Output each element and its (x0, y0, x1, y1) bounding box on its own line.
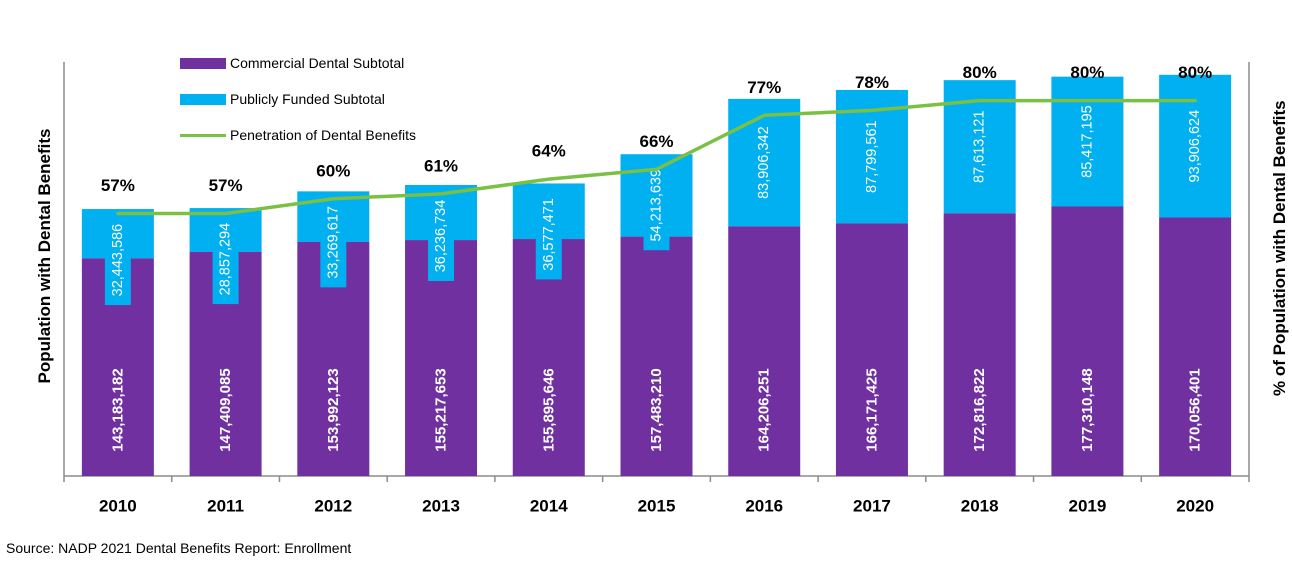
data-label-commercial-2011: 147,409,085 (217, 368, 234, 451)
legend-label-penetration: Penetration of Dental Benefits (230, 127, 417, 143)
x-tick-label-2010: 2010 (99, 497, 137, 516)
data-label-penetration-2012: 60% (316, 161, 350, 180)
data-label-penetration-2013: 61% (424, 156, 458, 175)
data-label-public-2010: 32,443,586 (110, 224, 126, 297)
bar-commercial-2015 (620, 236, 693, 476)
data-label-public-2012: 33,269,617 (325, 206, 341, 279)
legend: Commercial Dental Subtotal Publicly Fund… (180, 52, 416, 160)
legend-item-public: Publicly Funded Subtotal (180, 88, 416, 110)
legend-swatch-commercial (180, 57, 226, 69)
data-label-public-2015: 54,213,639 (649, 169, 665, 242)
data-label-public-2019: 85,417,195 (1079, 105, 1095, 178)
x-tick-label-2018: 2018 (961, 497, 999, 516)
data-label-penetration-2014: 64% (532, 142, 566, 161)
legend-item-penetration: Penetration of Dental Benefits (180, 124, 416, 146)
data-label-commercial-2012: 153,992,123 (325, 368, 342, 451)
source-note: Source: NADP 2021 Dental Benefits Report… (6, 540, 352, 556)
data-label-box-public-2014 (535, 189, 562, 280)
data-label-public-2014: 36,577,471 (541, 198, 557, 271)
legend-label-commercial: Commercial Dental Subtotal (230, 55, 405, 71)
bar-public-2016 (728, 98, 801, 227)
x-tick-label-2020: 2020 (1176, 497, 1214, 516)
bar-commercial-2018 (943, 213, 1016, 477)
data-label-penetration-2018: 80% (963, 63, 997, 82)
data-label-penetration-2020: 80% (1178, 63, 1212, 82)
data-label-penetration-2010: 57% (101, 176, 135, 195)
x-tick-label-2016: 2016 (745, 497, 783, 516)
bar-commercial-2017 (835, 223, 908, 476)
x-tick-label-2017: 2017 (853, 497, 891, 516)
x-tick-label-2011: 2011 (207, 497, 244, 516)
data-label-penetration-2019: 80% (1070, 63, 1104, 82)
data-label-penetration-2015: 66% (639, 132, 673, 151)
data-label-commercial-2020: 170,056,401 (1187, 368, 1204, 451)
data-label-commercial-2013: 155,217,653 (433, 368, 450, 451)
data-label-public-2016: 83,906,342 (756, 126, 772, 199)
x-tick-label-2014: 2014 (530, 497, 568, 516)
bar-public-2020 (1159, 74, 1232, 218)
data-label-commercial-2014: 155,895,646 (540, 368, 557, 451)
data-label-public-2017: 87,799,561 (864, 120, 880, 193)
bar-public-2019 (1051, 76, 1124, 207)
data-label-penetration-2016: 77% (747, 78, 781, 97)
y-axis-title-right: % of Population with Dental Benefits (1270, 100, 1289, 396)
data-label-public-2020: 93,906,624 (1187, 110, 1203, 183)
x-tick-label-2019: 2019 (1068, 497, 1106, 516)
data-label-box-public-2013 (428, 190, 455, 281)
data-label-commercial-2019: 177,310,148 (1079, 368, 1096, 451)
legend-line-penetration (180, 133, 226, 137)
x-tick-label-2013: 2013 (422, 497, 460, 516)
data-label-commercial-2017: 166,171,425 (863, 368, 880, 451)
data-label-commercial-2018: 172,816,822 (971, 368, 988, 451)
data-label-commercial-2015: 157,483,210 (648, 368, 665, 451)
data-label-commercial-2010: 143,183,182 (109, 368, 126, 451)
data-label-box-public-2010 (104, 215, 131, 306)
data-label-penetration-2011: 57% (209, 176, 243, 195)
data-label-box-public-2015 (643, 160, 670, 251)
data-label-public-2013: 36,236,734 (433, 200, 449, 273)
y-axis-title-left: Population with Dental Benefits (35, 128, 54, 384)
data-label-public-2011: 28,857,294 (218, 223, 234, 296)
data-label-commercial-2016: 164,206,251 (756, 368, 773, 451)
bar-commercial-2020 (1159, 217, 1232, 476)
bar-commercial-2019 (1051, 206, 1124, 476)
x-tick-label-2015: 2015 (638, 497, 676, 516)
data-label-box-public-2012 (320, 197, 347, 288)
x-tick-label-2012: 2012 (314, 497, 352, 516)
data-label-box-public-2011 (212, 214, 239, 305)
data-label-penetration-2017: 78% (855, 73, 889, 92)
line-penetration (116, 98, 1197, 216)
data-label-public-2018: 87,613,121 (972, 110, 988, 183)
legend-label-public: Publicly Funded Subtotal (230, 91, 385, 107)
legend-swatch-public (180, 93, 226, 105)
bar-commercial-2016 (728, 226, 801, 476)
legend-item-commercial: Commercial Dental Subtotal (180, 52, 416, 74)
